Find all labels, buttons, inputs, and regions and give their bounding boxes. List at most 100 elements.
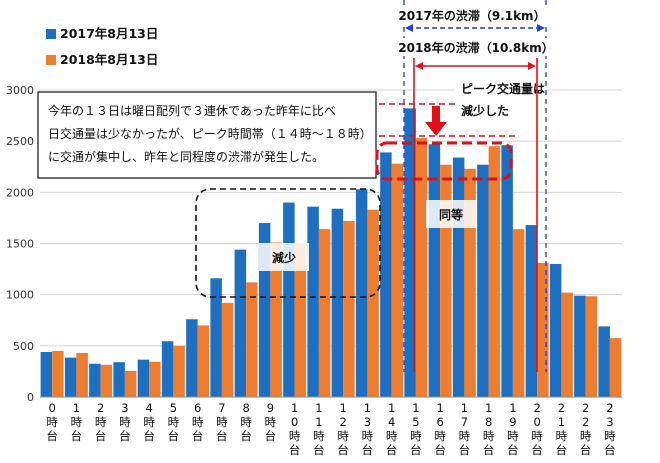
jam-2018-label-bg xyxy=(396,38,556,56)
bar-2018-16 xyxy=(440,164,452,397)
bar-2017-21 xyxy=(549,263,562,397)
bar-2017-16 xyxy=(428,144,441,397)
bar-2018-1 xyxy=(76,353,88,397)
x-tick-label: 2 1 時台 xyxy=(556,401,568,457)
bar-2017-18 xyxy=(477,164,489,397)
y-tick-label: 500 xyxy=(13,340,34,353)
y-tick-label: 2500 xyxy=(6,135,34,148)
bar-2017-14 xyxy=(380,152,392,397)
note-box: 今年の１３日は曜日配列で３連休であった昨年に比べ 日交通量は少なかったが、ピーク… xyxy=(37,91,377,179)
bar-2017-22 xyxy=(574,295,586,397)
bar-2017-7 xyxy=(210,278,222,397)
bar-2018-7 xyxy=(221,302,234,397)
bar-2018-2 xyxy=(100,364,113,397)
bar-2017-19 xyxy=(501,145,513,397)
bar-2018-21 xyxy=(561,292,573,397)
note-line-3: に交通が集中し、昨年と同程度の渋滞が発生した。 xyxy=(48,149,324,164)
bar-2018-9 xyxy=(270,242,282,397)
note-box-frame xyxy=(37,91,377,179)
legend: 2017年8月13日 2018年8月13日 xyxy=(46,26,158,67)
y-tick-label: 1000 xyxy=(6,289,34,302)
x-tick-label: 1 8 時台 xyxy=(483,401,495,457)
x-tick-label: 2 2 時台 xyxy=(580,401,592,457)
x-tick-label: 7 時台 xyxy=(216,401,228,443)
y-tick-label: 3000 xyxy=(6,84,34,97)
bar-2017-15 xyxy=(404,108,416,398)
bar-2018-19 xyxy=(512,229,525,397)
x-axis-labels: 0 時台 1 時台 2 時台 3 時台 4 時台 5 時台 6 時台 7 時台 8 時台 9 時台 1 0 時台 1 1 時台 1 2… xyxy=(46,401,616,457)
x-tick-label: 1 2 時台 xyxy=(337,401,349,457)
note-line-1: 今年の１３日は曜日配列で３連休であった昨年に比べ xyxy=(48,103,336,118)
bar-2018-17 xyxy=(464,168,476,397)
bar-2018-22 xyxy=(585,296,598,397)
bar-2017-0 xyxy=(40,351,53,397)
x-tick-label: 1 9 時台 xyxy=(507,401,519,457)
y-tick-label: 2000 xyxy=(6,186,34,199)
y-axis-ticks: 0 500 1000 1500 2000 2500 3000 xyxy=(6,84,34,404)
y-tick-label: 0 xyxy=(27,391,34,404)
bar-2018-13 xyxy=(367,209,379,397)
bar-2017-8 xyxy=(234,249,247,397)
peak-decrease-arrow xyxy=(425,106,447,136)
x-tick-label: 1 時台 xyxy=(71,401,83,443)
x-tick-label: 2 3 時台 xyxy=(604,401,616,457)
bar-2018-20 xyxy=(537,262,549,397)
x-tick-label: 2 時台 xyxy=(95,401,107,443)
bar-2017-20 xyxy=(525,225,538,397)
x-tick-label: 6 時台 xyxy=(192,401,204,443)
x-tick-label: 0 時台 xyxy=(46,401,58,443)
x-tick-label: 1 4 時台 xyxy=(386,401,398,457)
x-tick-label: 1 0 時台 xyxy=(289,401,301,457)
bar-2017-13 xyxy=(355,189,368,397)
bar-2017-23 xyxy=(598,326,610,397)
jam-2017-arrowhead-right xyxy=(537,24,545,32)
bar-2018-5 xyxy=(173,345,185,397)
bar-2018-3 xyxy=(124,370,137,397)
x-tick-label: 1 7 時台 xyxy=(459,401,471,457)
x-tick-label: 9 時台 xyxy=(265,401,277,443)
legend-label-2017: 2017年8月13日 xyxy=(60,26,158,41)
jam-2018-arrowhead-right xyxy=(528,62,536,70)
x-tick-label: 3 時台 xyxy=(119,401,131,443)
bars xyxy=(40,108,622,398)
legend-swatch-2018 xyxy=(46,55,56,65)
same-label: 同等 xyxy=(439,207,463,222)
jam-2018-label: 2018年の渋滞（10.8km） xyxy=(398,40,554,55)
y-tick-label: 1500 xyxy=(6,238,34,251)
x-tick-label: 4 時台 xyxy=(143,401,155,443)
x-tick-label: 1 5 時台 xyxy=(410,401,422,457)
x-tick-label: 5 時台 xyxy=(168,401,180,443)
bar-2017-3 xyxy=(113,362,125,397)
jam-2018-arrowhead-left xyxy=(415,62,423,70)
x-tick-label: 1 3 時台 xyxy=(362,401,374,457)
legend-swatch-2017 xyxy=(46,29,56,39)
bar-2018-4 xyxy=(149,361,161,397)
decrease-label-bg xyxy=(259,243,309,271)
bar-2018-23 xyxy=(609,338,622,397)
bar-2017-1 xyxy=(64,357,77,397)
note-line-2: 日交通量は少なかったが、ピーク時間帯（１４時～１８時） xyxy=(48,126,372,141)
peak-label-line-1: ピーク交通量は xyxy=(461,81,545,96)
x-tick-label: 1 6 時台 xyxy=(434,401,446,457)
bar-2017-2 xyxy=(89,363,101,397)
legend-label-2018: 2018年8月13日 xyxy=(60,52,158,67)
bar-2017-12 xyxy=(331,208,344,397)
bar-2017-4 xyxy=(137,359,150,397)
jam-2017-label-bg xyxy=(392,6,552,24)
bar-2018-12 xyxy=(343,220,355,397)
x-tick-label: 8 時台 xyxy=(240,401,252,443)
bar-2017-5 xyxy=(161,341,174,397)
bar-2017-11 xyxy=(307,206,319,397)
bar-2018-6 xyxy=(197,325,210,397)
bar-2018-10 xyxy=(294,243,307,397)
decrease-label: 減少 xyxy=(272,250,296,265)
bar-2018-11 xyxy=(318,229,331,397)
bar-2018-15 xyxy=(415,138,428,397)
bar-2018-8 xyxy=(246,282,258,397)
jam-2017-label: 2017年の渋滞（9.1km） xyxy=(398,8,545,23)
x-tick-label: 2 0 時台 xyxy=(531,401,543,457)
peak-label-line-2: 減少した xyxy=(461,103,509,118)
x-tick-label: 1 1 時台 xyxy=(313,401,325,457)
bar-2018-14 xyxy=(391,163,404,397)
